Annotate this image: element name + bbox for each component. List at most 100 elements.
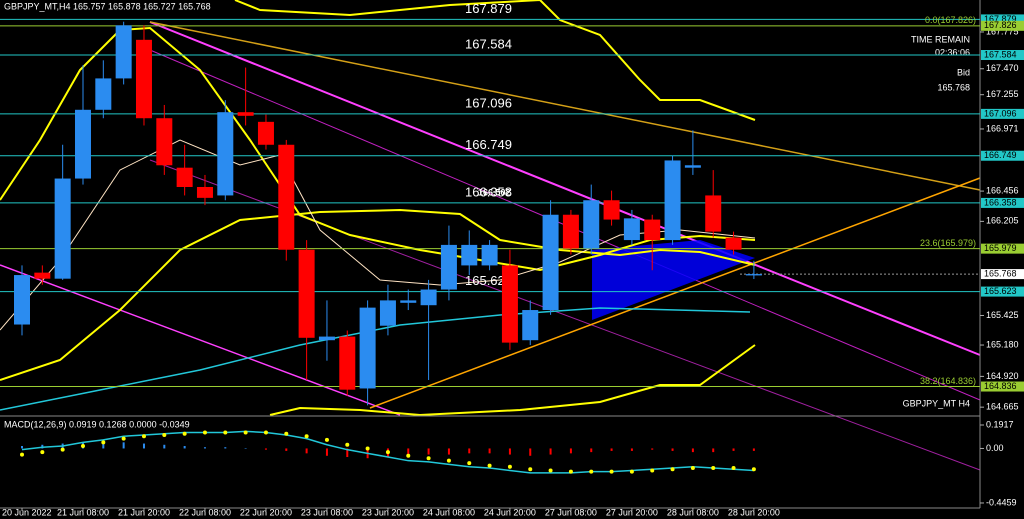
macd-bar bbox=[468, 448, 471, 454]
trend-line bbox=[369, 177, 981, 409]
bollinger-mid2 bbox=[0, 208, 756, 381]
signal-dot bbox=[223, 430, 228, 435]
x-tick-label: 22 Jun 20:00 bbox=[240, 507, 292, 517]
signal-dot bbox=[629, 469, 634, 474]
moving-average bbox=[0, 139, 756, 331]
chart-title: GBPJPY_MT,H4 165.757 165.878 165.727 165… bbox=[4, 1, 211, 11]
signal-dot bbox=[121, 436, 126, 441]
signal-dot bbox=[487, 463, 492, 468]
signal-dot bbox=[548, 468, 553, 473]
y-tick-label: 0.00 bbox=[986, 443, 1004, 453]
macd-bar bbox=[122, 442, 125, 449]
triangle bbox=[592, 240, 755, 320]
macd-bar bbox=[305, 448, 308, 454]
trend-line bbox=[149, 21, 981, 356]
x-tick-label: 22 Jun 08:00 bbox=[179, 507, 231, 517]
level-label: 167.096 bbox=[465, 95, 512, 110]
macd-bar bbox=[488, 448, 491, 454]
x-tick-label: 24 Jun 20:00 bbox=[484, 507, 536, 517]
y-tick-label: 165.180 bbox=[986, 339, 1019, 349]
candle-body bbox=[298, 249, 315, 338]
candle-body bbox=[644, 219, 661, 241]
macd-bar bbox=[346, 448, 349, 458]
signal-dot bbox=[365, 446, 370, 451]
y-tick-label: 165.425 bbox=[986, 310, 1019, 320]
candle-body bbox=[135, 39, 152, 119]
macd-bar bbox=[224, 447, 227, 449]
macd-bar bbox=[732, 448, 735, 451]
price-box bbox=[981, 50, 1024, 61]
macd-bar bbox=[102, 441, 105, 449]
y-tick-label: 167.470 bbox=[986, 63, 1019, 73]
signal-dot bbox=[426, 456, 431, 461]
signal-dot bbox=[304, 434, 309, 439]
x-tick-label: 28 Jun 08:00 bbox=[667, 507, 719, 517]
signal-dot bbox=[385, 450, 390, 455]
x-tick-label: 23 Jun 20:00 bbox=[362, 507, 414, 517]
signal-dot bbox=[101, 440, 106, 445]
candle-body bbox=[156, 118, 173, 166]
signal-dot bbox=[202, 430, 207, 435]
signal-dot bbox=[731, 466, 736, 471]
candle-body bbox=[54, 178, 71, 279]
signal-dot bbox=[507, 464, 512, 469]
price-box bbox=[981, 20, 1024, 31]
candle-body bbox=[481, 244, 498, 266]
candle-body bbox=[379, 300, 396, 326]
price-box bbox=[981, 269, 1024, 280]
level-label: 166.749 bbox=[465, 137, 512, 152]
channel-line bbox=[0, 264, 401, 416]
signal-dot bbox=[467, 461, 472, 466]
signal-dot bbox=[609, 469, 614, 474]
signal-dot bbox=[243, 430, 248, 435]
signal-dot bbox=[589, 469, 594, 474]
macd-bar bbox=[630, 448, 633, 451]
macd-bar bbox=[285, 448, 288, 451]
macd-bar bbox=[427, 448, 430, 455]
signal-dot bbox=[568, 469, 573, 474]
macd-bar bbox=[671, 448, 674, 451]
candle-body bbox=[623, 218, 640, 241]
watermark: GBPJPY_MT H4 bbox=[903, 398, 970, 408]
macd-title: MACD(12,26,9) 0.0919 0.1268 0.0000 -0.03… bbox=[4, 419, 190, 429]
indicators bbox=[0, 0, 981, 471]
x-tick-label: 21 Jun 20:00 bbox=[118, 507, 170, 517]
level-label: 167.584 bbox=[465, 36, 512, 51]
candle-body bbox=[725, 237, 742, 250]
candle-body bbox=[14, 275, 30, 325]
signal-dot bbox=[406, 453, 411, 458]
candle-body bbox=[237, 112, 254, 116]
macd-bar bbox=[590, 448, 593, 453]
candle-body bbox=[74, 109, 91, 179]
x-tick-label: 21 Jun 08:00 bbox=[57, 507, 109, 517]
signal-dot bbox=[141, 434, 146, 439]
candle-body bbox=[176, 167, 193, 187]
macd-bar bbox=[712, 448, 715, 453]
signal-dot bbox=[670, 467, 675, 472]
macd-bar bbox=[569, 448, 572, 454]
y-tick-label: 164.920 bbox=[986, 371, 1019, 381]
macd-bar bbox=[142, 443, 145, 449]
signal-dot bbox=[60, 447, 65, 452]
macd-bar bbox=[203, 447, 206, 449]
price-box-label: 167.096 bbox=[984, 108, 1017, 118]
signal-dot bbox=[711, 466, 716, 471]
macd-bar bbox=[447, 448, 450, 455]
price-box bbox=[981, 150, 1024, 161]
fib-label: 0.0(167.826) bbox=[925, 15, 976, 25]
macd-bar bbox=[407, 448, 410, 456]
candle-body bbox=[278, 144, 295, 250]
price-box bbox=[981, 243, 1024, 254]
y-tick-label: 166.971 bbox=[986, 123, 1019, 133]
price-box bbox=[981, 286, 1024, 297]
price-box-label: 167.826 bbox=[984, 20, 1017, 30]
price-box-label: 166.749 bbox=[984, 150, 1017, 160]
macd-bar bbox=[651, 448, 654, 450]
x-tick-label: 27 Jun 08:00 bbox=[545, 507, 597, 517]
fib-label: 38.2(164.836) bbox=[920, 376, 976, 386]
candle-body bbox=[196, 186, 213, 198]
price-box-label: 165.979 bbox=[984, 243, 1017, 253]
signal-dot bbox=[650, 468, 655, 473]
macd-bar bbox=[163, 444, 166, 449]
